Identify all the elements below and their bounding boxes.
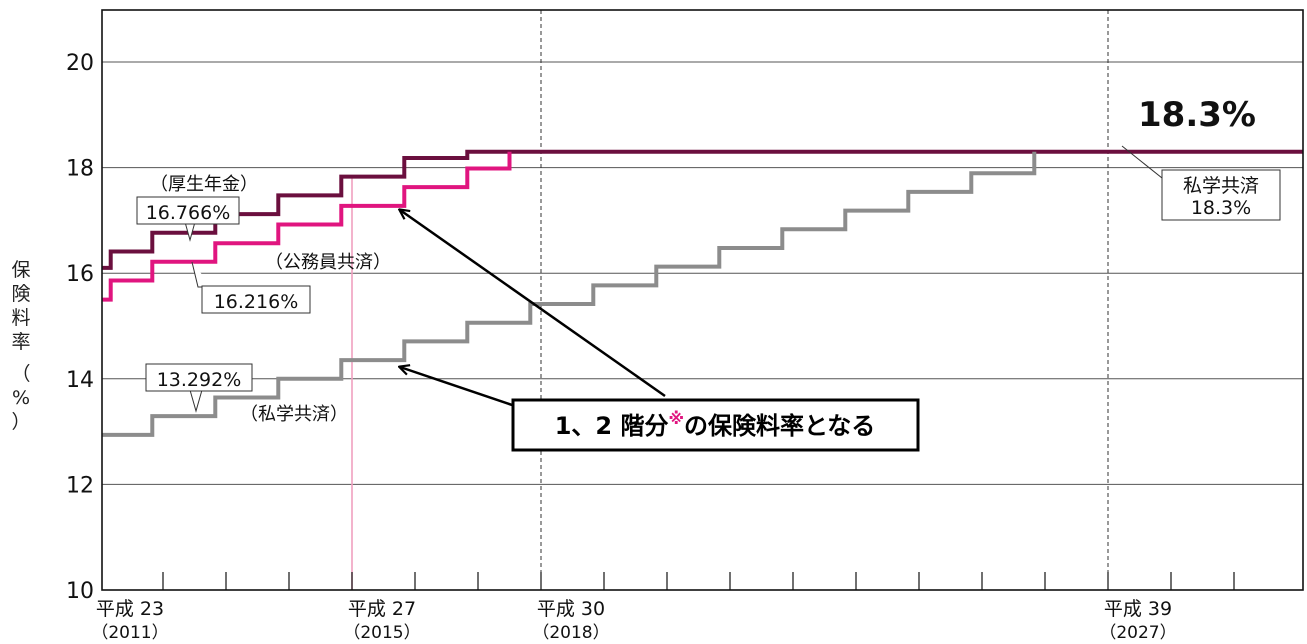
x-tick-sublabel: （2018）	[532, 623, 609, 643]
callout-arrow	[400, 210, 666, 398]
y-tick-label: 14	[66, 368, 94, 393]
x-tick-label: 平成 23	[96, 598, 164, 620]
y-tick-label: 12	[66, 473, 94, 498]
y-axis-label-char: 率	[11, 331, 31, 353]
y-tick-label: 18	[66, 157, 94, 182]
y-axis-label-char: ）	[11, 411, 31, 433]
label-pointer	[191, 261, 212, 288]
x-tick-sublabel: （2027）	[1099, 623, 1176, 643]
shigaku-series-label: （私学共済）	[240, 404, 348, 425]
shigaku-start-label-box	[145, 363, 253, 392]
komuin-series-label: （公務員共済）	[265, 252, 391, 273]
x-tick-label: 平成 27	[348, 598, 416, 620]
y-tick-label: 20	[66, 51, 94, 76]
y-axis-label-char: %	[11, 387, 31, 409]
komuin-start-label: 16.216%	[214, 291, 299, 313]
y-tick-label: 10	[66, 579, 94, 604]
x-tick-label: 平成 39	[1104, 598, 1172, 620]
label-pointer	[189, 389, 203, 413]
y-axis-label-char: （	[11, 363, 31, 385]
kosei-start-label-box	[136, 196, 240, 225]
y-axis-label-char: 保	[11, 259, 31, 281]
x-tick-label: 平成 30	[537, 598, 605, 620]
callout-mark: ※	[668, 409, 684, 428]
y-axis-label-char: 険	[11, 283, 31, 305]
shigaku-end-label-box	[1161, 169, 1281, 221]
final-rate-label: 18.3%	[1138, 95, 1256, 135]
series-line-shigaku	[102, 151, 1037, 437]
plot-frame	[101, 9, 1304, 591]
y-axis-label-char: 料	[11, 307, 31, 329]
kosei-series-label: （厚生年金）	[150, 174, 258, 195]
y-axis-label: 保 険 料 率 （ % ）	[10, 258, 32, 434]
callout-box	[511, 398, 920, 452]
series-line-komuin	[102, 151, 512, 302]
y-tick-label: 16	[66, 262, 94, 287]
series-line-kosei	[102, 149, 1303, 270]
x-tick-sublabel: （2015）	[343, 623, 420, 643]
shigaku-end-label: 私学共済	[1183, 175, 1259, 197]
shigaku-start-label: 13.292%	[157, 369, 242, 391]
callout-text-part: 1、2 階分	[555, 412, 669, 440]
callout-text: 1、2 階分※の保険料率となる	[555, 409, 876, 440]
x-tick-sublabel: （2011）	[91, 623, 168, 643]
komuin-start-label-box	[201, 285, 311, 314]
label-pointer	[184, 221, 196, 242]
callout-text-part: の保険料率となる	[684, 412, 875, 440]
callout-arrow	[400, 367, 516, 408]
shigaku-end-label: 18.3%	[1191, 197, 1251, 219]
kosei-start-label: 16.766%	[146, 202, 231, 224]
